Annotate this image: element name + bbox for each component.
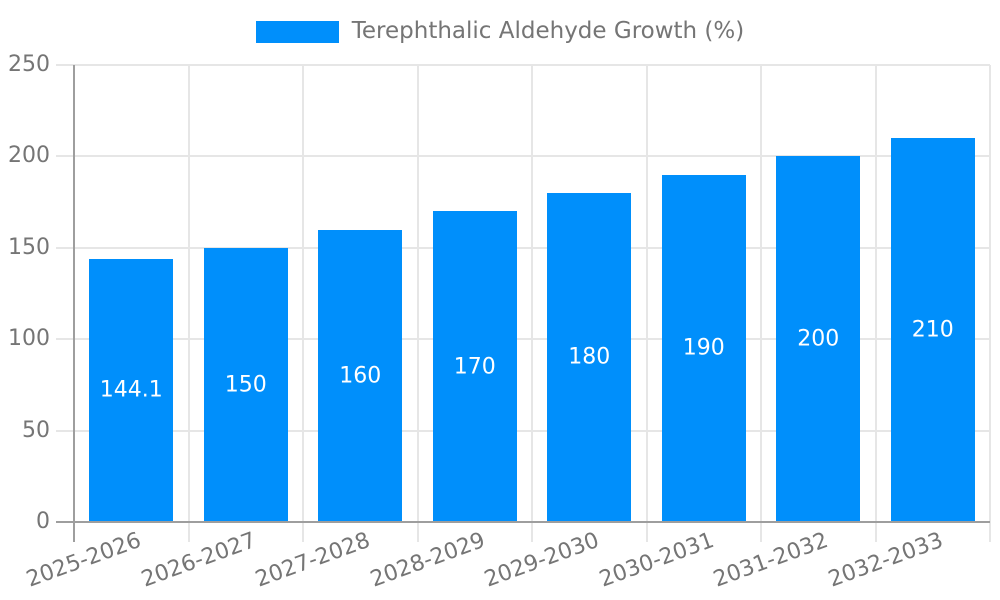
legend-swatch <box>255 20 339 43</box>
gridline-vertical <box>302 65 304 542</box>
x-tick-label: 2030-2031 <box>596 528 718 593</box>
bar[interactable] <box>432 211 517 522</box>
y-tick-label: 100 <box>8 326 50 352</box>
y-tick-label: 150 <box>8 234 50 260</box>
bar[interactable] <box>776 156 861 522</box>
bar[interactable] <box>318 229 403 522</box>
y-axis-tick <box>56 338 74 341</box>
chart-legend[interactable]: Terephthalic Aldehyde Growth (%) <box>0 18 1000 44</box>
gridline-vertical <box>645 65 648 542</box>
x-tick-label: 2031-2032 <box>710 528 832 593</box>
x-tick-label: 2027-2028 <box>252 528 374 593</box>
bar[interactable] <box>547 192 632 522</box>
y-axis-tick <box>56 246 74 249</box>
x-axis-baseline <box>74 521 990 523</box>
x-tick-label: 2028-2029 <box>367 528 489 593</box>
bar[interactable] <box>661 174 746 522</box>
x-tick-label: 2029-2030 <box>481 528 603 593</box>
y-tick-label: 250 <box>8 52 50 77</box>
bar[interactable] <box>890 138 975 522</box>
y-axis-line <box>73 65 75 542</box>
gridline-vertical <box>416 65 419 542</box>
x-tick-label: 2026-2027 <box>138 528 260 593</box>
gridline-vertical <box>531 65 533 542</box>
bar[interactable] <box>203 247 288 522</box>
y-axis-tick <box>56 429 74 432</box>
gridline-vertical <box>187 65 190 542</box>
y-tick-label: 200 <box>8 143 50 169</box>
y-axis-tick <box>56 155 74 158</box>
plot-area: 144.1 150 160 170 180 190 200 210 <box>73 64 991 542</box>
y-tick-label: 0 <box>36 509 50 534</box>
gridline-vertical <box>760 65 762 542</box>
x-tick-label: 2025-2026 <box>23 528 145 593</box>
gridline-vertical <box>874 65 877 542</box>
y-axis-tick <box>56 521 74 523</box>
x-tick-label: 2032-2033 <box>825 528 947 593</box>
legend-label: Terephthalic Aldehyde Growth (%) <box>351 18 745 44</box>
y-tick-label: 50 <box>22 417 50 443</box>
gridline-vertical <box>989 65 991 542</box>
y-axis-tick <box>56 64 74 66</box>
bar[interactable] <box>89 258 174 522</box>
